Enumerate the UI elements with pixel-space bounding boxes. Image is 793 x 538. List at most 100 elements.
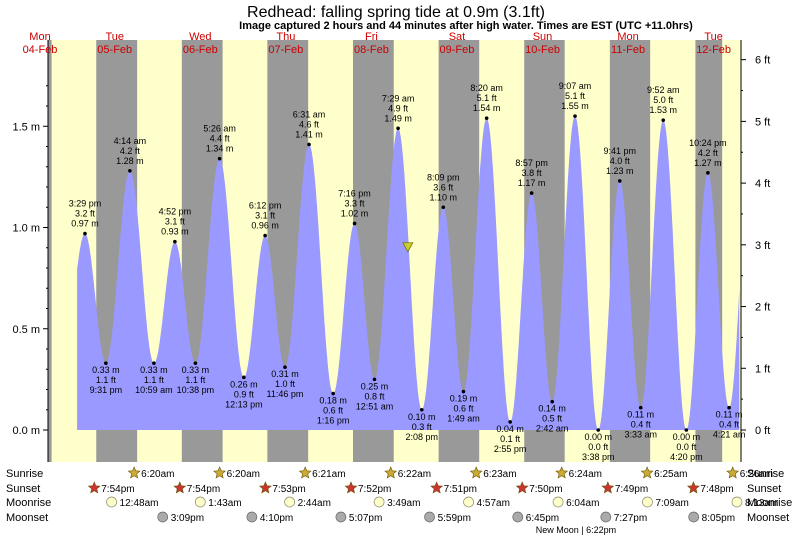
moonrise-icon xyxy=(642,496,653,508)
moonrise-row-label: Moonrise xyxy=(6,497,51,509)
sunrise-time: 6:26am xyxy=(740,469,773,480)
tide-point xyxy=(307,142,311,147)
tide-label-m: 1.28 m xyxy=(116,156,144,166)
tide-point xyxy=(550,399,554,404)
sunset-time: 7:50pm xyxy=(529,484,562,495)
sunrise-icon xyxy=(640,466,654,479)
moonrise-icon xyxy=(552,496,564,508)
day-date: 08-Feb xyxy=(354,44,389,56)
tide-point xyxy=(441,205,446,210)
chart-subtitle: Image captured 2 hours and 44 minutes af… xyxy=(239,20,693,32)
tide-label-time: 3:29 pm xyxy=(69,199,102,209)
y-tick-label-m: 0.5 m xyxy=(12,324,40,336)
sun-moon-rows: Sunrise Sunset Moonrise Moonset Sunrise … xyxy=(6,466,792,535)
tide-label-m: 1.49 m xyxy=(384,113,412,123)
tide-label-m: 0.33 m xyxy=(92,365,120,375)
tide-label-m: 1.53 m xyxy=(649,105,677,115)
moonrise-icon xyxy=(463,496,474,508)
moonset-icon xyxy=(512,511,524,523)
moonrise-time: 8:13am xyxy=(745,498,778,509)
sunrise-time: 6:25am xyxy=(654,469,687,480)
tide-point xyxy=(529,191,534,195)
tide-label-m: 1.54 m xyxy=(473,103,501,113)
tide-label-ft: 0.4 ft xyxy=(719,420,740,430)
tide-label-ft: 4.2 ft xyxy=(698,148,719,158)
tide-label-time: 6:31 am xyxy=(293,109,326,119)
tide-label-m: 0.97 m xyxy=(71,219,99,229)
tide-point xyxy=(372,377,377,382)
tide-point xyxy=(193,361,198,365)
tide-label-time: 8:20 am xyxy=(470,83,503,93)
moonrise-icon xyxy=(284,496,295,508)
tide-label-time: 6:12 pm xyxy=(249,201,282,211)
sunset-row-label-right: Sunset xyxy=(747,483,781,495)
axes: 0.0 m 0.5 m 1.0 m 1.5 m 0 ft 1 ft 2 ft 3 ft 4 ft… xyxy=(12,40,770,462)
tide-point xyxy=(83,231,87,236)
moonset-time: 7:27pm xyxy=(614,513,647,524)
day-date: 05-Feb xyxy=(97,44,132,56)
tide-label-m: 0.31 m xyxy=(271,369,299,379)
tide-label-ft: 0.4 ft xyxy=(631,420,652,430)
tide-curve xyxy=(77,116,740,430)
moonrise-time: 7:09am xyxy=(655,498,688,509)
tide-label-time: 4:52 pm xyxy=(159,207,192,217)
tide-point xyxy=(173,239,177,244)
sunrise-icon xyxy=(555,466,569,479)
sunrise-icon xyxy=(213,466,227,479)
tide-label-m: 1.02 m xyxy=(341,208,369,218)
tide-label-time: 1:49 am xyxy=(447,414,480,424)
moonrise-time: 12:48am xyxy=(120,498,159,509)
tide-label-time: 7:16 pm xyxy=(338,188,371,198)
tide-label-ft: 4.9 ft xyxy=(388,103,409,113)
tide-label-m: 0.00 m xyxy=(584,432,612,442)
sunrise-time: 6:21am xyxy=(312,469,345,480)
sunset-time: 7:49pm xyxy=(615,484,648,495)
day-name: Wed xyxy=(189,31,211,43)
tide-point xyxy=(152,361,156,365)
moonset-icon xyxy=(335,511,347,523)
sunset-time: 7:54pm xyxy=(187,484,220,495)
tide-point xyxy=(508,420,512,424)
sunrise-time: 6:22am xyxy=(398,469,431,480)
y-tick-label-ft: 1 ft xyxy=(755,363,770,375)
chart-title: Redhead: falling spring tide at 0.9m (3.… xyxy=(247,4,545,21)
tide-label-m: 0.33 m xyxy=(140,365,168,375)
tide-area xyxy=(77,116,740,430)
tide-label-m: 0.14 m xyxy=(538,404,566,414)
tide-label-time: 9:52 am xyxy=(647,85,680,95)
y-tick-label-ft: 2 ft xyxy=(755,302,770,314)
tide-label-ft: 0.6 ft xyxy=(453,404,474,414)
moonrise-row-label-right: Moonrise xyxy=(747,497,792,509)
tide-label-ft: 4.2 ft xyxy=(120,146,141,156)
tide-label-ft: 1.1 ft xyxy=(96,375,117,385)
tide-point xyxy=(352,221,357,226)
moonset-time: 5:59pm xyxy=(438,513,471,524)
tide-label-time: 4:21 am xyxy=(713,430,746,440)
y-tick-label-m: 1.0 m xyxy=(12,223,40,235)
tide-label-ft: 0.0 ft xyxy=(588,442,609,452)
tide-point xyxy=(684,428,689,432)
day-date: 10-Feb xyxy=(525,44,560,56)
tide-label-time: 10:24 pm xyxy=(689,138,727,148)
tide-point xyxy=(242,375,246,380)
sunset-time: 7:51pm xyxy=(444,484,477,495)
tide-label-m: 0.96 m xyxy=(251,221,279,231)
tide-point xyxy=(104,361,108,365)
tide-labels: 3:29 pm3.2 ft0.97 m0.33 m1.1 ft9:31 pm4:… xyxy=(69,81,746,462)
tide-label-time: 5:26 am xyxy=(203,124,236,134)
tide-label-ft: 3.8 ft xyxy=(522,168,543,178)
tide-label-m: 0.00 m xyxy=(673,432,701,442)
day-name: Sun xyxy=(533,31,553,43)
day-name: Thu xyxy=(276,31,295,43)
tide-label-ft: 3.3 ft xyxy=(345,198,366,208)
sunset-time: 7:52pm xyxy=(358,484,391,495)
tide-point xyxy=(331,391,335,396)
tide-point xyxy=(706,171,710,175)
tide-label-time: 2:55 pm xyxy=(494,444,527,454)
tide-label-m: 1.10 m xyxy=(430,192,458,202)
tide-label-time: 9:31 pm xyxy=(90,385,123,395)
tide-label-m: 0.25 m xyxy=(361,381,389,391)
tide-label-m: 0.26 m xyxy=(230,379,258,389)
sunset-time: 7:53pm xyxy=(272,484,305,495)
sunrise-icon xyxy=(127,466,141,479)
